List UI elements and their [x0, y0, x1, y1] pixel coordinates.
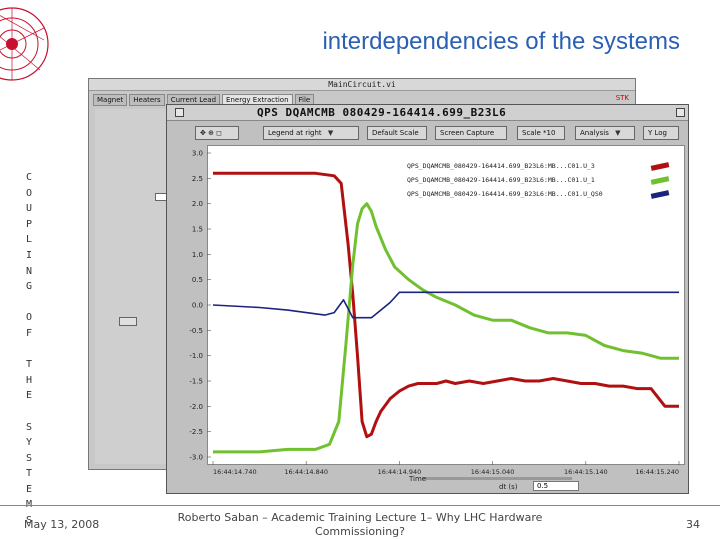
- legend-entry: QPS_DQAMCMB_080429-164414.699_B23L6:MB..…: [407, 175, 595, 186]
- stop-badge: STK: [615, 94, 629, 102]
- y-tick-label: 0.0: [192, 302, 203, 310]
- plot-area[interactable]: [207, 145, 685, 465]
- time-axis-label: Time: [409, 475, 427, 483]
- legend-swatch: [650, 162, 670, 171]
- dt-field[interactable]: 0.5: [533, 481, 579, 491]
- qps-plot-window[interactable]: QPS DQAMCMB 080429-164414.699_B23L6 ✥ ⊕ …: [166, 104, 689, 494]
- time-slider[interactable]: [422, 477, 572, 480]
- vertical-letter: O: [25, 312, 33, 324]
- zoom-tools-button[interactable]: ✥ ⊕ ◻: [195, 126, 239, 140]
- qps-window-title: QPS DQAMCMB 080429-164414.699_B23L6: [257, 106, 507, 119]
- y-tick-label: 2.5: [192, 175, 203, 183]
- vertical-letter: H: [25, 374, 33, 386]
- vertical-letter: Y: [25, 437, 33, 449]
- y-tick-label: -2.5: [189, 428, 203, 436]
- legend-label: QPS_DQAMCMB_080429-164414.699_B23L6:MB..…: [407, 162, 595, 170]
- y-tick-label: 0.5: [192, 276, 203, 284]
- legend-swatch: [650, 176, 670, 185]
- legend-swatch: [650, 190, 670, 199]
- series-line-1: [213, 171, 679, 439]
- scale-button[interactable]: Scale *10: [517, 126, 565, 140]
- vertical-letter: C: [25, 172, 33, 183]
- vertical-letter: E: [25, 483, 33, 495]
- slide-title: interdependencies of the systems: [322, 28, 680, 55]
- vertical-letter: [24, 342, 34, 358]
- chevron-down-icon: ▼: [327, 129, 334, 137]
- screen-capture-button[interactable]: Screen Capture: [435, 126, 507, 140]
- legend-label: QPS_DQAMCMB_080429-164414.699_B23L6:MB..…: [407, 176, 595, 184]
- vertical-letter: U: [25, 203, 33, 215]
- y-tick-label: 1.5: [192, 226, 203, 234]
- x-tick-label: 16:44:15.240: [635, 468, 679, 476]
- main-circuit-window-title: MainCircuit.vi: [89, 79, 635, 91]
- maximize-icon[interactable]: [676, 108, 685, 117]
- chevron-down-icon: ▼: [615, 129, 621, 137]
- footer-date: May 13, 2008: [24, 518, 100, 531]
- vertical-letter: G: [25, 281, 33, 293]
- analysis-dropdown-label: Analysis: [580, 129, 609, 137]
- y-tick-label: 2.0: [192, 200, 203, 208]
- ylog-button[interactable]: Y Log: [643, 126, 679, 140]
- y-tick-label: -2.0: [189, 403, 203, 411]
- x-tick-label: 16:44:14.840: [284, 468, 328, 476]
- tab-heaters[interactable]: Heaters: [129, 94, 165, 106]
- x-tick-label: 16:44:15.140: [564, 468, 608, 476]
- dt-label: dt (s): [499, 483, 518, 491]
- main-circuit-side-panel: [95, 109, 175, 464]
- vertical-letter: T: [25, 359, 33, 371]
- analysis-dropdown[interactable]: Analysis ▼: [575, 126, 635, 140]
- legend-dropdown-label: Legend at right: [268, 129, 322, 137]
- panel-button[interactable]: [119, 317, 137, 326]
- page-number: 34: [686, 518, 700, 531]
- x-tick-label: 16:44:14.940: [378, 468, 422, 476]
- qps-window-titlebar: QPS DQAMCMB 080429-164414.699_B23L6: [167, 105, 688, 121]
- vertical-letter: F: [25, 327, 33, 339]
- vertical-letter: T: [25, 468, 33, 480]
- cern-logo: [0, 7, 49, 81]
- legend-label: QPS_DQAMCMB_080429-164414.699_B23L6:MB..…: [407, 190, 603, 198]
- default-scale-button[interactable]: Default Scale: [367, 126, 427, 140]
- close-icon[interactable]: [175, 108, 184, 117]
- y-tick-label: -3.0: [189, 454, 203, 462]
- footer-lecture-title: Roberto Saban – Academic Training Lectur…: [177, 511, 543, 538]
- y-tick-label: 3.0: [192, 150, 203, 158]
- qps-chart: 3.0 2.5 2.0 1.5 1.0 0.5 0.0 -0.5 -1.0 -1.5 -2.0 -2.…: [189, 150, 680, 476]
- legend-entry: QPS_DQAMCMB_080429-164414.699_B23L6:MB..…: [407, 161, 595, 172]
- plot-legend: QPS_DQAMCMB_080429-164414.699_B23L6:MB..…: [407, 155, 679, 201]
- vertical-letter: P: [25, 218, 33, 230]
- y-tick-label: -1.0: [189, 352, 203, 360]
- vertical-letter: [24, 295, 34, 311]
- vertical-letter: L: [25, 234, 33, 246]
- y-tick-label: -0.5: [189, 327, 203, 335]
- series-line-3: [212, 291, 679, 319]
- y-tick-label: -1.5: [189, 378, 203, 386]
- pointer-icon: ✥ ⊕ ◻: [200, 129, 222, 137]
- tab-magnet[interactable]: Magnet: [93, 94, 128, 106]
- vertical-letter: M: [24, 497, 34, 513]
- vertical-letter: S: [25, 515, 33, 527]
- x-tick-label: 16:44:14.740: [213, 468, 257, 476]
- legend-entry: QPS_DQAMCMB_080429-164414.699_B23L6:MB..…: [407, 189, 603, 200]
- vertical-letter: E: [25, 390, 33, 402]
- series-line-2: [213, 202, 679, 454]
- vertical-letter: O: [25, 187, 33, 199]
- footer-rule: [0, 505, 720, 506]
- plot-toolbar: ✥ ⊕ ◻ Legend at right ▼ Default Scale Sc…: [167, 122, 688, 144]
- x-tick-label: 16:44:15.040: [471, 468, 515, 476]
- vertical-letter: I: [25, 249, 33, 261]
- vertical-letter: S: [25, 452, 33, 464]
- legend-dropdown[interactable]: Legend at right ▼: [263, 126, 359, 140]
- y-tick-label: 1.0: [192, 251, 203, 259]
- vertical-letter: S: [25, 421, 33, 433]
- vertical-letter: [24, 404, 34, 420]
- vertical-letter: N: [25, 265, 33, 277]
- tab-file[interactable]: File: [294, 94, 315, 106]
